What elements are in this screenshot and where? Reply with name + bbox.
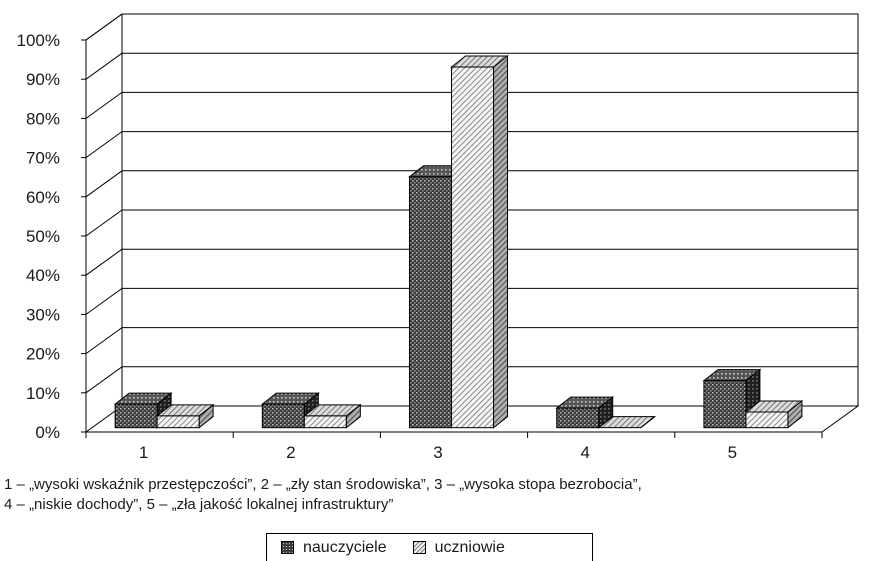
gridline-side (85, 170, 123, 198)
bar-uczniowie-4 (597, 416, 657, 429)
y-tick-label: 80% (26, 109, 60, 128)
x-axis-tick-labels: 1 2 3 4 5 (85, 432, 823, 462)
y-tick-label: 70% (26, 149, 60, 168)
gridline-side (85, 209, 123, 237)
bar-front (451, 66, 495, 429)
y-tick-label: 0% (35, 423, 60, 442)
x-tick-label: 5 (728, 443, 737, 462)
gridline-side (85, 131, 123, 159)
legend-swatch-dark (281, 541, 294, 554)
y-tick-label: 60% (26, 188, 60, 207)
y-axis-tick-labels: 0% 10% 20% 30% 40% 50% 60% 70% 80% 90% 100% (17, 31, 60, 442)
x-tick-label: 1 (139, 443, 148, 462)
gridline-side (85, 52, 123, 80)
y-tick-label: 40% (26, 266, 60, 285)
bar-front (745, 411, 789, 429)
x-tick-label: 4 (580, 443, 589, 462)
bar-uczniowie-1 (155, 403, 215, 429)
bar-uczniowie-5 (744, 399, 804, 429)
bar-uczniowie-3 (450, 55, 509, 429)
bar-front (556, 407, 600, 429)
y-tick-label: 20% (26, 345, 60, 364)
y-tick-label: 50% (26, 227, 60, 246)
legend: nauczyciele uczniowie (266, 533, 593, 561)
gridline-side (85, 91, 123, 119)
gridline-side (85, 327, 123, 355)
bar-nauczyciele-4 (555, 396, 615, 429)
y-tick-label: 100% (17, 31, 60, 50)
gridline-side (85, 287, 123, 315)
x-tick-label: 3 (433, 443, 442, 462)
bar-front (114, 403, 158, 429)
gridline-side (85, 366, 123, 394)
bar-front (703, 380, 747, 429)
legend-swatch-light (412, 541, 426, 554)
y-tick-label: 10% (26, 384, 60, 403)
bars (113, 55, 804, 429)
x-tick-label: 2 (286, 443, 295, 462)
legend-label-nauczyciele: nauczyciele (303, 538, 387, 556)
y-tick-label: 30% (26, 305, 60, 324)
legend-item-nauczyciele: nauczyciele (281, 539, 387, 557)
bar-side (493, 55, 509, 429)
gridline-side (85, 248, 123, 276)
bar-front (156, 415, 200, 429)
caption-line-1: 1 – „wysoki wskaźnik przestępczości”, 2 … (4, 476, 642, 493)
bar-front (261, 403, 305, 429)
bar-front (409, 176, 453, 429)
legend-label-uczniowie: uczniowie (434, 538, 505, 556)
gridline-side (85, 13, 123, 41)
bar-side (640, 416, 656, 429)
caption-line-2: 4 – „niskie dochody”, 5 – „zła jakość lo… (4, 496, 394, 513)
bar-uczniowie-2 (302, 403, 362, 429)
bar-front (303, 415, 347, 429)
legend-item-uczniowie: uczniowie (412, 538, 505, 557)
y-tick-label: 90% (26, 70, 60, 89)
bar-chart: 0% 10% 20% 30% 40% 50% 60% 70% 80% 90% 100% 1 2 3 4 5 (17, 13, 860, 462)
